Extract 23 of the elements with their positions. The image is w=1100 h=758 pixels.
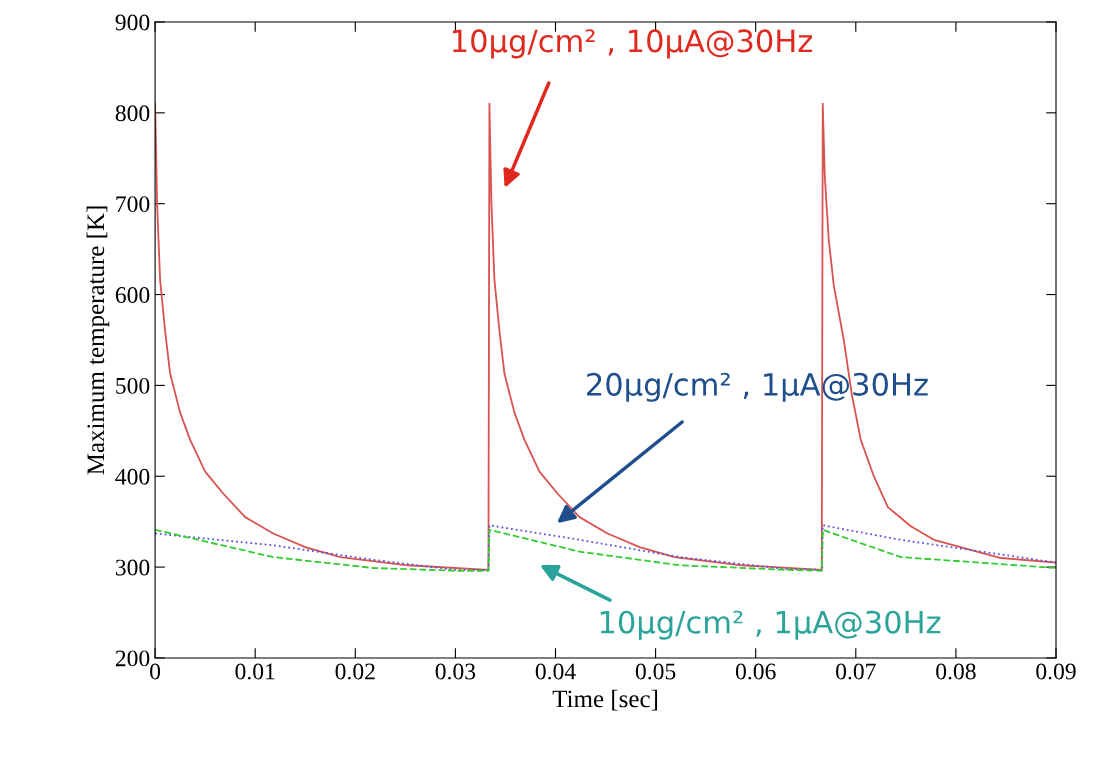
y-tick-label: 900 bbox=[115, 14, 150, 31]
annotation: 10μg/cm² , 1μA@30Hz bbox=[600, 610, 941, 640]
line-series bbox=[155, 102, 1056, 571]
y-tick-label: 400 bbox=[115, 468, 150, 485]
x-tick-label: 0.07 bbox=[836, 663, 876, 680]
x-axis-title: Time [sec] bbox=[552, 689, 658, 711]
y-tick-label: 200 bbox=[115, 650, 150, 667]
y-tick-label: 500 bbox=[116, 377, 150, 394]
x-tick-label: 0.06 bbox=[735, 663, 776, 680]
x-tick-label: 0.02 bbox=[335, 663, 375, 680]
x-tick-label: 0.01 bbox=[235, 663, 275, 680]
x-tick-label: 0.03 bbox=[435, 663, 476, 680]
x-tick-label: 0 bbox=[150, 663, 161, 680]
annotation: 10μg/cm² , 10μA@30Hz bbox=[453, 29, 813, 59]
y-axis-title: Maximum temperature [K] bbox=[86, 206, 110, 475]
x-tick-label: 0.05 bbox=[635, 663, 676, 680]
y-tick-label: 800 bbox=[115, 105, 150, 122]
y-tick-label: 600 bbox=[115, 287, 150, 303]
x-tick-label: 0.09 bbox=[1036, 663, 1076, 680]
x-tick-label: 0.04 bbox=[535, 663, 576, 680]
y-tick-label: 700 bbox=[116, 196, 150, 213]
x-tick-label: 0.08 bbox=[936, 663, 976, 680]
y-tick-label: 300 bbox=[115, 559, 150, 576]
